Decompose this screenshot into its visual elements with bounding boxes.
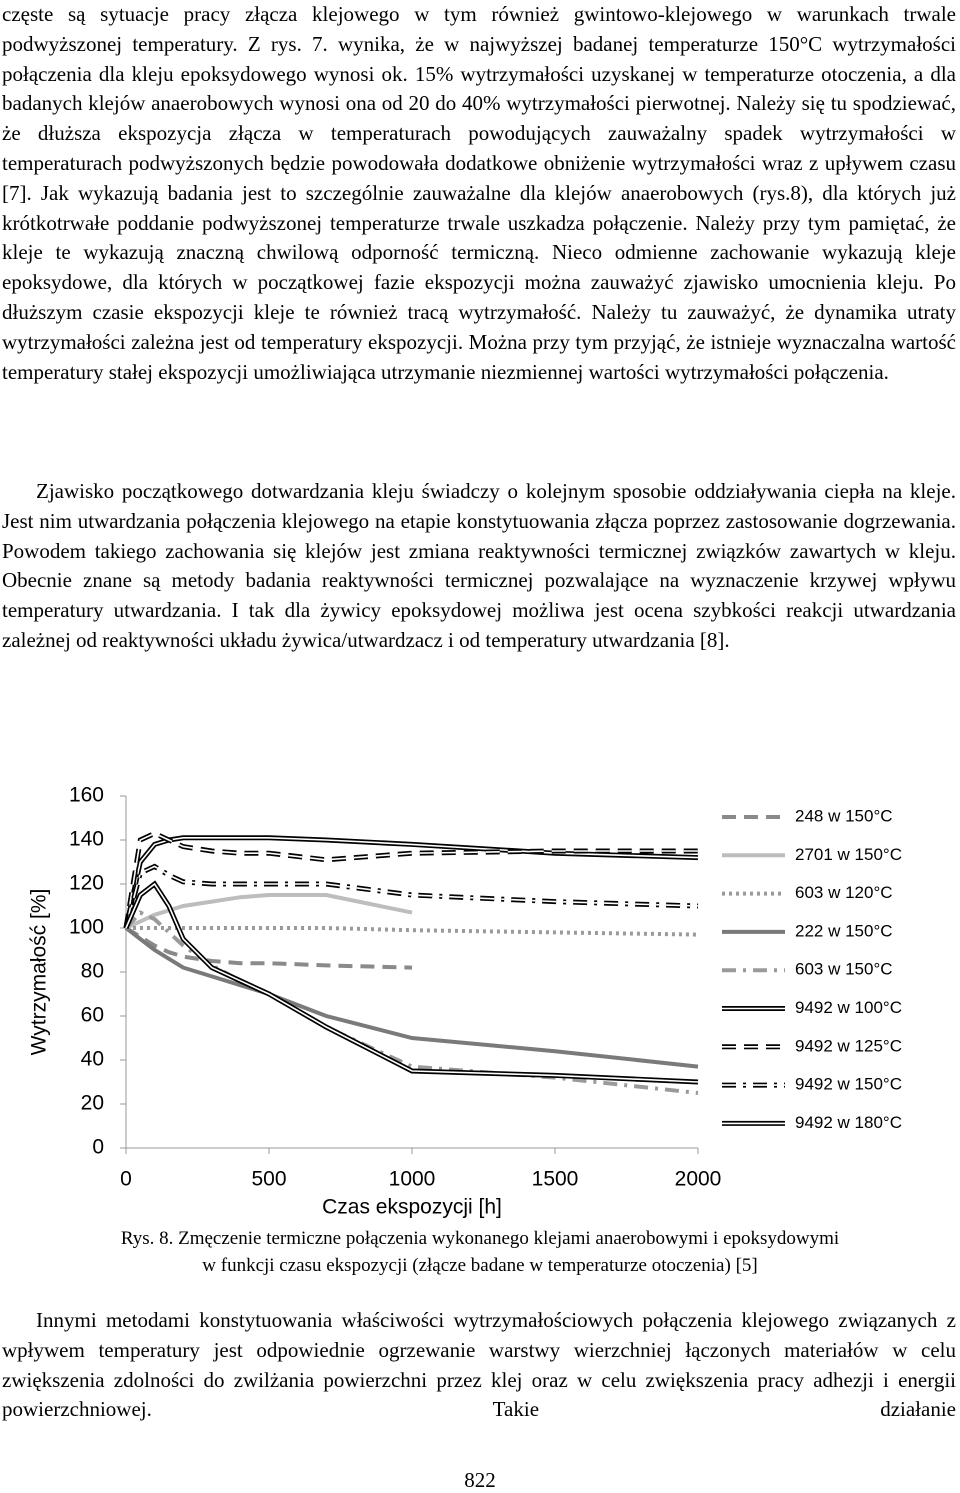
legend-label: 9492 w 150°C (795, 1075, 902, 1094)
legend-label: 9492 w 180°C (795, 1113, 902, 1132)
line (123, 880, 699, 1085)
x-tick-label: 1000 (389, 1168, 436, 1191)
line-gap (125, 882, 699, 1083)
line-gap (125, 837, 699, 929)
line-gap (125, 832, 698, 929)
x-tick-label: 1500 (532, 1168, 579, 1191)
line-gap (125, 865, 699, 929)
y-tick-label: 100 (69, 916, 104, 939)
legend-label: 222 w 150°C (795, 921, 893, 940)
y-tick-label: 0 (92, 1136, 104, 1159)
legend-label: 2701 w 150°C (795, 845, 902, 864)
caption-line: Rys. 8. Zmęczenie termiczne połączenia w… (120, 1228, 840, 1249)
paragraph: Innymi metodami konstytuowania właściwoś… (2, 1308, 956, 1422)
line (125, 893, 413, 930)
legend-label: 603 w 150°C (795, 960, 893, 979)
y-tick-label: 40 (81, 1048, 104, 1071)
legend-label: 248 w 150°C (795, 806, 893, 825)
y-tick-label: 20 (81, 1092, 104, 1115)
legend-label: 603 w 120°C (795, 883, 893, 902)
caption-line: w funkcji czasu ekspozycji (złącze badan… (202, 1255, 758, 1276)
x-tick-label: 500 (251, 1168, 286, 1191)
page-number: 822 (464, 1468, 496, 1492)
y-tick-label: 140 (69, 828, 104, 851)
line (123, 863, 699, 929)
paragraph: częste są sytuacje pracy złącza klejoweg… (2, 2, 956, 384)
legend-label: 9492 w 100°C (795, 998, 902, 1017)
y-tick-label: 80 (81, 960, 104, 983)
y-axis-label: Wytrzymałość [%] (28, 889, 51, 1056)
line (124, 926, 699, 1069)
x-tick-label: 2000 (675, 1168, 722, 1191)
line (126, 926, 699, 937)
chart: Czas ekspozycji [h] Wytrzymałość [%] 0 20… (28, 784, 902, 1219)
line (123, 830, 698, 929)
paragraph: Zjawisko początkowego dotwardzania kleju… (2, 479, 956, 652)
line (124, 910, 699, 1095)
x-tick-label: 0 (120, 1168, 132, 1191)
legend-label: 9492 w 125°C (795, 1036, 902, 1055)
y-tick-label: 60 (81, 1004, 104, 1027)
y-tick-label: 120 (69, 872, 104, 895)
line (124, 926, 413, 970)
y-tick-label: 160 (69, 784, 104, 807)
x-axis-label: Czas ekspozycji [h] (322, 1196, 502, 1219)
